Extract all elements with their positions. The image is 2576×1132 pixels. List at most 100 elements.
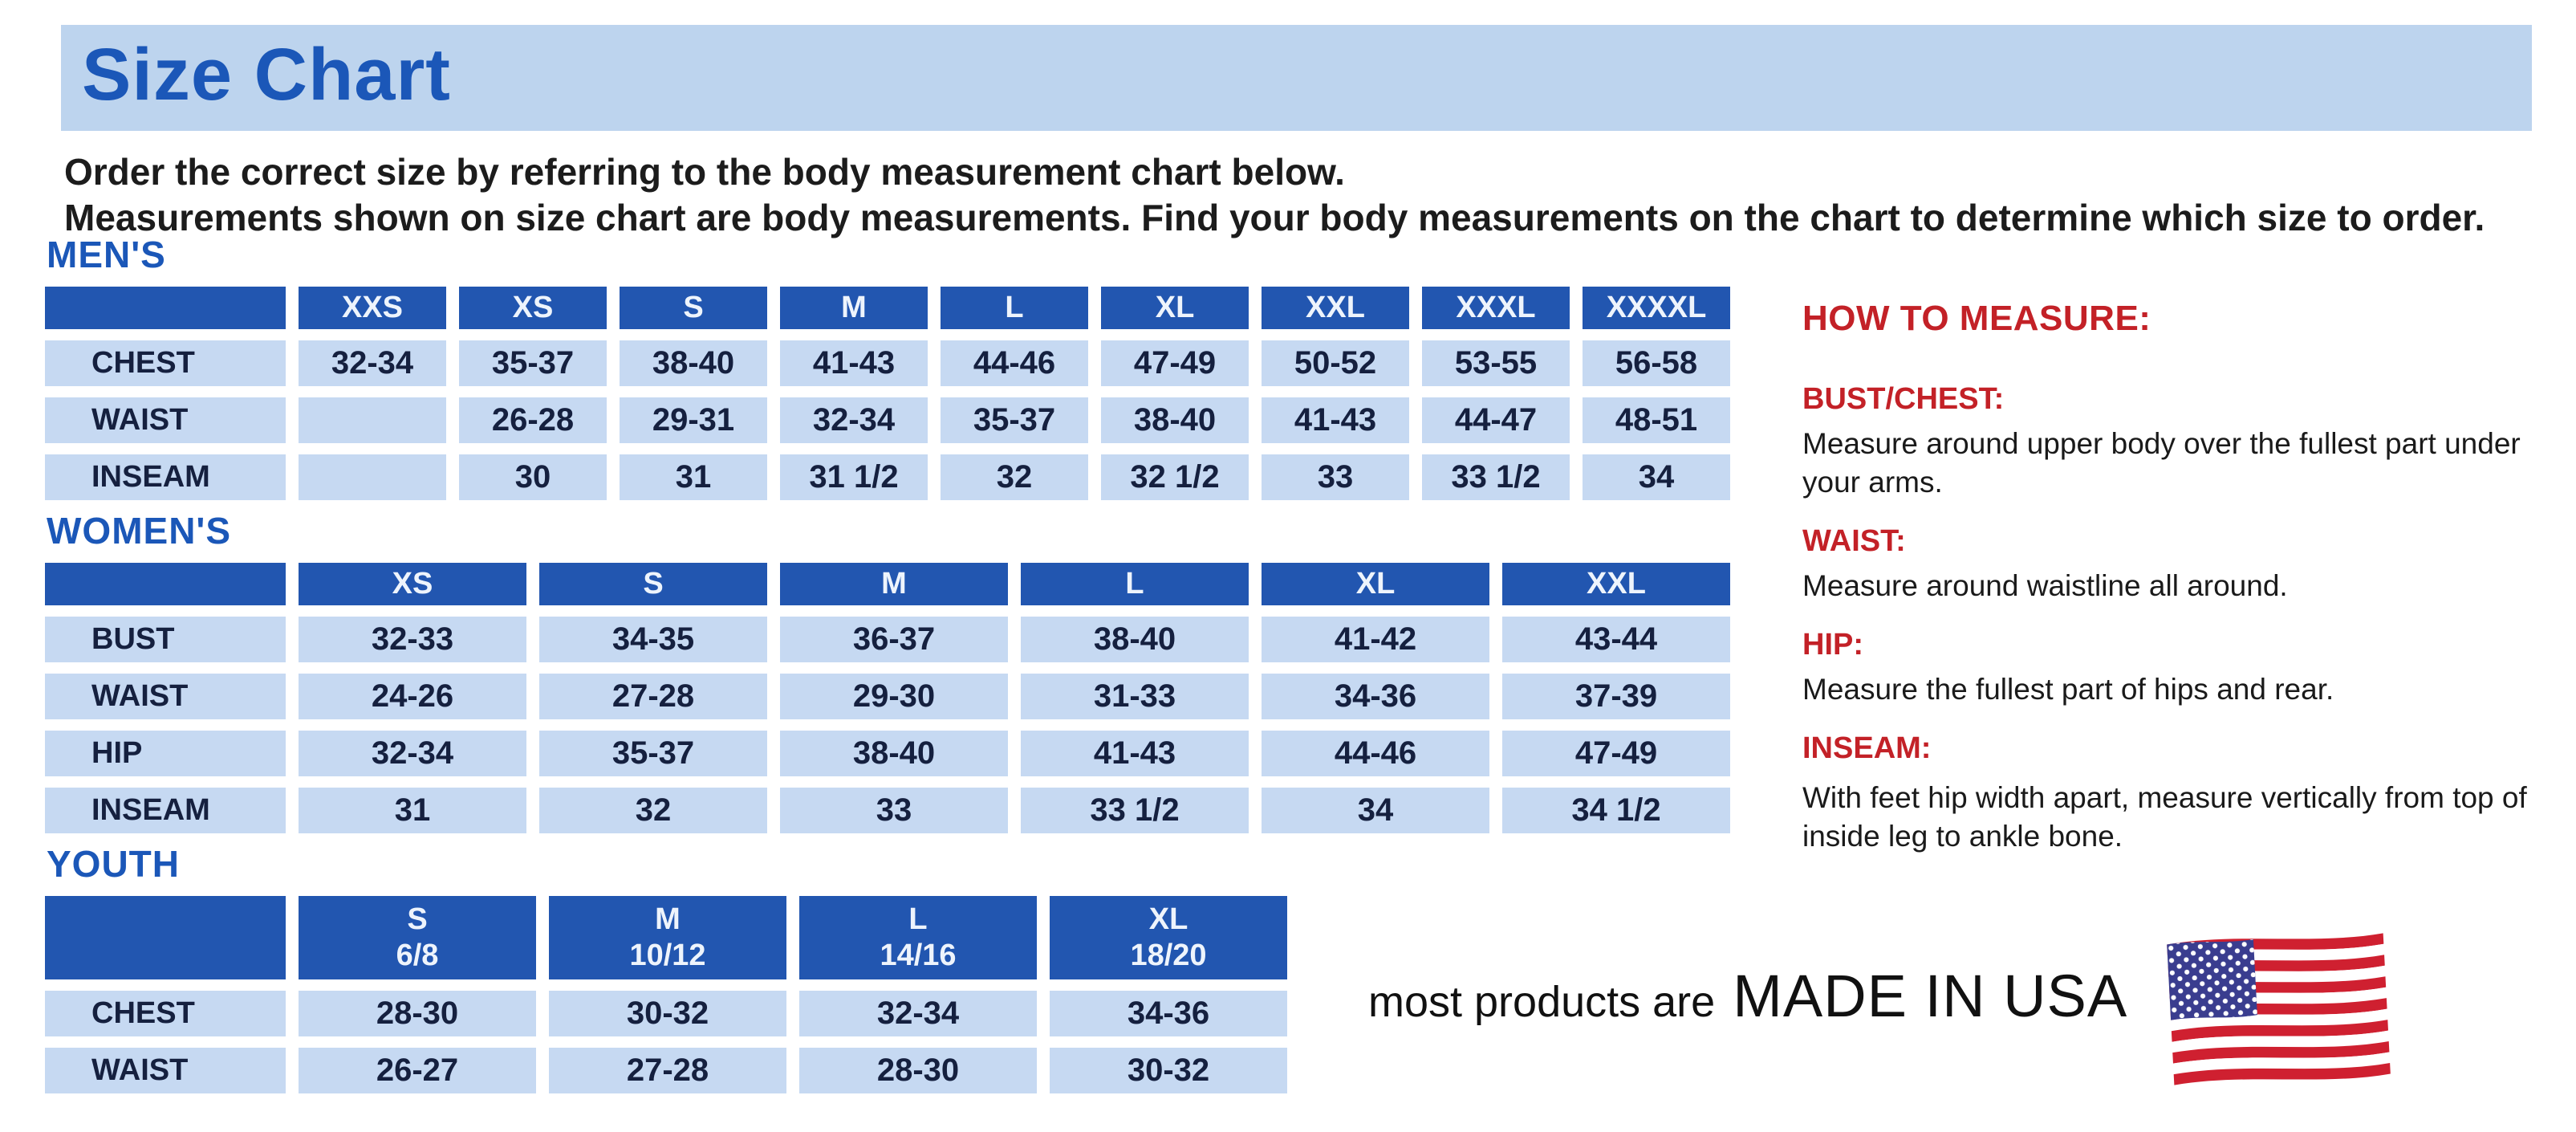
size-value-cell: 32-34 [299, 731, 526, 776]
table-row: CHEST 32-34 35-37 38-40 41-43 44-46 47-49 50-52… [45, 340, 1730, 386]
how-to-measure-panel: HOW TO MEASURE: BUST/CHEST: Measure arou… [1802, 299, 2565, 878]
size-value-cell: 30-32 [549, 991, 786, 1036]
page-title: Size Chart [82, 34, 451, 116]
size-value-cell: 24-26 [299, 674, 526, 719]
size-value-cell: 53-55 [1422, 340, 1570, 386]
size-value-cell: 44-46 [1262, 731, 1489, 776]
size-value-cell [299, 397, 446, 443]
row-label-cell: INSEAM [45, 788, 286, 833]
size-value-cell: 31 [299, 788, 526, 833]
size-value-cell: 29-30 [780, 674, 1008, 719]
size-value-cell: 32-34 [799, 991, 1037, 1036]
size-header-xs: XS [299, 563, 526, 605]
mens-size-table: XXS XS S M L XL XXL XXXL XXXXL CHEST 32-34 35-37 38-… [32, 275, 1743, 511]
size-value-cell: 32 [539, 788, 767, 833]
intro-line-2: Measurements shown on size chart are bod… [64, 197, 2485, 238]
size-value-cell: 38-40 [1101, 397, 1249, 443]
size-value-cell: 28-30 [799, 1048, 1037, 1093]
table-row: WAIST 24-26 27-28 29-30 31-33 34-36 37-39 [45, 674, 1730, 719]
table-row: INSEAM 31 32 33 33 1/2 34 34 1/2 [45, 788, 1730, 833]
intro-text: Order the correct size by referring to t… [64, 149, 2485, 241]
size-header-l: L 14/16 [799, 896, 1037, 979]
size-value-cell: 32-34 [780, 397, 928, 443]
size-value-cell: 44-46 [941, 340, 1088, 386]
size-header-m: M [780, 563, 1008, 605]
size-value-cell: 38-40 [780, 731, 1008, 776]
measure-section-text: Measure the fullest part of hips and rea… [1802, 673, 2334, 706]
table-row: BUST 32-33 34-35 36-37 38-40 41-42 43-44 [45, 617, 1730, 662]
size-value-cell: 41-43 [1262, 397, 1409, 443]
section-title-womens: WOMEN'S [47, 510, 232, 552]
size-header-row: XXS XS S M L XL XXL XXXL XXXXL [45, 287, 1730, 329]
made-in-usa-line: most products are MADE IN USA [1368, 962, 2127, 1030]
size-value-cell: 38-40 [620, 340, 767, 386]
table-row: WAIST 26-27 27-28 28-30 30-32 [45, 1048, 1287, 1093]
size-value-cell: 32-33 [299, 617, 526, 662]
size-value-cell: 48-51 [1583, 397, 1730, 443]
size-value-cell [299, 454, 446, 500]
womens-size-table: XS S M L XL XXL BUST 32-33 34-35 36-37 38-40 41-42 4… [32, 552, 1743, 845]
section-title-mens: MEN'S [47, 234, 166, 275]
size-value-cell: 34 [1583, 454, 1730, 500]
size-value-cell: 26-28 [459, 397, 607, 443]
size-value-cell: 30 [459, 454, 607, 500]
size-value-cell: 34 [1262, 788, 1489, 833]
size-value-cell: 27-28 [549, 1048, 786, 1093]
size-value-cell: 35-37 [459, 340, 607, 386]
section-title-youth: YOUTH [47, 843, 180, 885]
how-to-measure-heading: HOW TO MEASURE: [1802, 299, 2151, 338]
intro-line-1: Order the correct size by referring to t… [64, 151, 1345, 193]
size-value-cell: 34-36 [1050, 991, 1287, 1036]
size-value-cell: 41-43 [780, 340, 928, 386]
row-label-cell: CHEST [45, 991, 286, 1036]
table-row: WAIST 26-28 29-31 32-34 35-37 38-40 41-43 44-47… [45, 397, 1730, 443]
size-header-xl: XL [1101, 287, 1249, 329]
measure-section-text: With feet hip width apart, measure verti… [1802, 781, 2527, 853]
table-row: HIP 32-34 35-37 38-40 41-43 44-46 47-49 [45, 731, 1730, 776]
measure-section-text: Measure around upper body over the fulle… [1802, 427, 2521, 499]
row-label-cell: BUST [45, 617, 286, 662]
measure-section: INSEAM: With feet hip width apart, measu… [1802, 731, 2565, 856]
table-row: INSEAM 30 31 31 1/2 32 32 1/2 33 33 1/2 34 [45, 454, 1730, 500]
measure-section: HIP: Measure the fullest part of hips an… [1802, 628, 2565, 709]
size-header-m: M [780, 287, 928, 329]
size-value-cell: 41-43 [1021, 731, 1249, 776]
size-tables-column: MEN'S XXS XS S M L XL XXL XXXL XXXXL CHEST 32-34 35… [32, 235, 1743, 1105]
size-header-xxl: XXL [1262, 287, 1409, 329]
size-value-cell: 50-52 [1262, 340, 1409, 386]
size-value-cell: 31 1/2 [780, 454, 928, 500]
size-value-cell: 32 1/2 [1101, 454, 1249, 500]
measure-section-label: HIP: [1802, 628, 1863, 662]
made-in-usa-text: MADE IN USA [1733, 963, 2128, 1029]
size-value-cell: 36-37 [780, 617, 1008, 662]
usa-flag-icon [2167, 930, 2391, 1088]
size-header-l: L [941, 287, 1088, 329]
size-header-xl: XL [1262, 563, 1489, 605]
measure-sections: BUST/CHEST: Measure around upper body ov… [1802, 382, 2565, 856]
size-value-cell: 28-30 [299, 991, 536, 1036]
size-value-cell: 34-36 [1262, 674, 1489, 719]
size-header-xxxxl: XXXXL [1583, 287, 1730, 329]
size-value-cell: 31 [620, 454, 767, 500]
size-value-cell: 56-58 [1583, 340, 1730, 386]
size-value-cell: 35-37 [539, 731, 767, 776]
size-value-cell: 34-35 [539, 617, 767, 662]
corner-header-cell [45, 287, 286, 329]
table-row: CHEST 28-30 30-32 32-34 34-36 [45, 991, 1287, 1036]
size-value-cell: 30-32 [1050, 1048, 1287, 1093]
size-value-cell: 33 1/2 [1021, 788, 1249, 833]
size-value-cell: 43-44 [1502, 617, 1730, 662]
size-value-cell: 32-34 [299, 340, 446, 386]
size-value-cell: 41-42 [1262, 617, 1489, 662]
row-label-cell: WAIST [45, 674, 286, 719]
row-label-cell: INSEAM [45, 454, 286, 500]
row-label-cell: WAIST [45, 397, 286, 443]
size-value-cell: 31-33 [1021, 674, 1249, 719]
size-header-xl: XL 18/20 [1050, 896, 1287, 979]
corner-header-cell [45, 563, 286, 605]
size-value-cell: 26-27 [299, 1048, 536, 1093]
measure-section: WAIST: Measure around waistline all arou… [1802, 524, 2565, 605]
size-value-cell: 29-31 [620, 397, 767, 443]
row-label-cell: WAIST [45, 1048, 286, 1093]
